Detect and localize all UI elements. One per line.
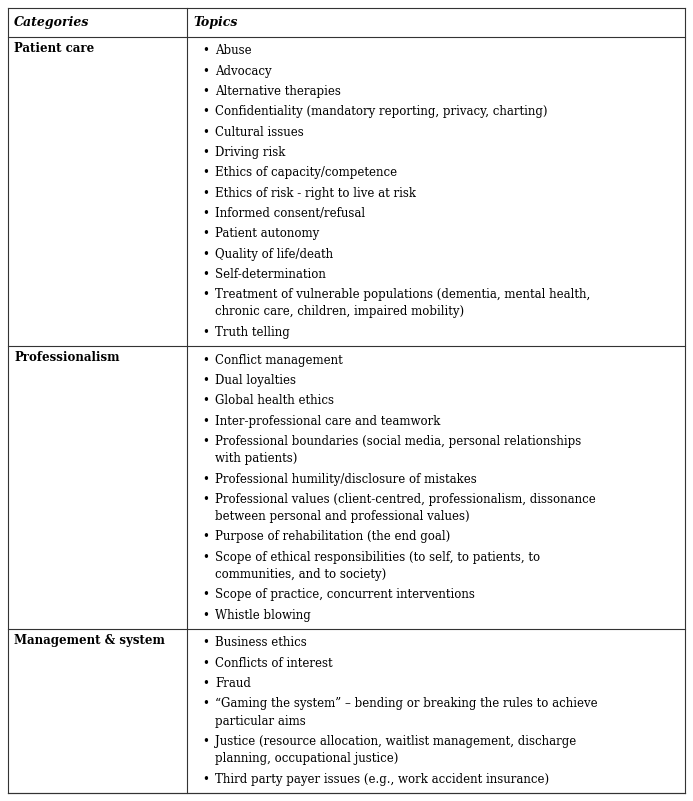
Text: Scope of practice, concurrent interventions: Scope of practice, concurrent interventi… bbox=[216, 588, 475, 602]
Text: •: • bbox=[202, 435, 209, 448]
Text: Scope of ethical responsibilities (to self, to patients, to: Scope of ethical responsibilities (to se… bbox=[216, 551, 541, 564]
Text: •: • bbox=[202, 85, 209, 98]
Text: Business ethics: Business ethics bbox=[216, 637, 307, 650]
Text: •: • bbox=[202, 735, 209, 748]
Text: •: • bbox=[202, 493, 209, 506]
Text: •: • bbox=[202, 473, 209, 485]
Text: Global health ethics: Global health ethics bbox=[216, 394, 335, 407]
Text: between personal and professional values): between personal and professional values… bbox=[216, 510, 470, 523]
Text: Truth telling: Truth telling bbox=[216, 326, 290, 339]
Text: •: • bbox=[202, 374, 209, 387]
Text: Justice (resource allocation, waitlist management, discharge: Justice (resource allocation, waitlist m… bbox=[216, 735, 577, 748]
Text: Advocacy: Advocacy bbox=[216, 65, 272, 78]
Text: Patient autonomy: Patient autonomy bbox=[216, 227, 319, 240]
Text: Patient care: Patient care bbox=[14, 42, 94, 55]
Text: •: • bbox=[202, 126, 209, 139]
Text: Treatment of vulnerable populations (dementia, mental health,: Treatment of vulnerable populations (dem… bbox=[216, 288, 590, 301]
Text: Fraud: Fraud bbox=[216, 677, 252, 690]
Text: particular aims: particular aims bbox=[216, 714, 306, 727]
Text: Professional values (client-centred, professionalism, dissonance: Professional values (client-centred, pro… bbox=[216, 493, 596, 506]
Text: •: • bbox=[202, 698, 209, 710]
Text: •: • bbox=[202, 167, 209, 179]
Text: Cultural issues: Cultural issues bbox=[216, 126, 304, 139]
Text: •: • bbox=[202, 326, 209, 339]
Text: •: • bbox=[202, 248, 209, 260]
Text: Conflict management: Conflict management bbox=[216, 353, 343, 367]
Text: Professional boundaries (social media, personal relationships: Professional boundaries (social media, p… bbox=[216, 435, 581, 448]
Text: chronic care, children, impaired mobility): chronic care, children, impaired mobilit… bbox=[216, 305, 464, 319]
Text: Informed consent/refusal: Informed consent/refusal bbox=[216, 207, 365, 220]
Text: Purpose of rehabilitation (the end goal): Purpose of rehabilitation (the end goal) bbox=[216, 530, 450, 543]
Text: •: • bbox=[202, 609, 209, 622]
Text: •: • bbox=[202, 227, 209, 240]
Text: Confidentiality (mandatory reporting, privacy, charting): Confidentiality (mandatory reporting, pr… bbox=[216, 105, 548, 119]
Text: Self-determination: Self-determination bbox=[216, 268, 326, 281]
Text: Inter-professional care and teamwork: Inter-professional care and teamwork bbox=[216, 415, 441, 428]
Text: Quality of life/death: Quality of life/death bbox=[216, 248, 333, 260]
Text: Ethics of risk - right to live at risk: Ethics of risk - right to live at risk bbox=[216, 187, 416, 199]
Text: •: • bbox=[202, 415, 209, 428]
Text: •: • bbox=[202, 530, 209, 543]
Text: •: • bbox=[202, 105, 209, 119]
Text: Whistle blowing: Whistle blowing bbox=[216, 609, 311, 622]
Text: Dual loyalties: Dual loyalties bbox=[216, 374, 297, 387]
Text: Professionalism: Professionalism bbox=[14, 352, 119, 364]
Text: •: • bbox=[202, 65, 209, 78]
Text: •: • bbox=[202, 394, 209, 407]
Text: •: • bbox=[202, 551, 209, 564]
Text: “Gaming the system” – bending or breaking the rules to achieve: “Gaming the system” – bending or breakin… bbox=[216, 698, 598, 710]
Text: with patients): with patients) bbox=[216, 453, 298, 465]
Text: •: • bbox=[202, 268, 209, 281]
Text: •: • bbox=[202, 288, 209, 301]
Text: Abuse: Abuse bbox=[216, 44, 252, 57]
Text: Topics: Topics bbox=[193, 16, 238, 29]
Text: •: • bbox=[202, 773, 209, 786]
Text: Professional humility/disclosure of mistakes: Professional humility/disclosure of mist… bbox=[216, 473, 477, 485]
Text: •: • bbox=[202, 657, 209, 670]
Text: communities, and to society): communities, and to society) bbox=[216, 568, 387, 581]
Text: Driving risk: Driving risk bbox=[216, 146, 286, 159]
Text: •: • bbox=[202, 637, 209, 650]
Text: Conflicts of interest: Conflicts of interest bbox=[216, 657, 333, 670]
Text: •: • bbox=[202, 207, 209, 220]
Text: •: • bbox=[202, 677, 209, 690]
Text: •: • bbox=[202, 146, 209, 159]
Text: Third party payer issues (e.g., work accident insurance): Third party payer issues (e.g., work acc… bbox=[216, 773, 550, 786]
Text: •: • bbox=[202, 588, 209, 602]
Text: •: • bbox=[202, 353, 209, 367]
Text: •: • bbox=[202, 44, 209, 57]
Text: Ethics of capacity/competence: Ethics of capacity/competence bbox=[216, 167, 398, 179]
Text: planning, occupational justice): planning, occupational justice) bbox=[216, 752, 398, 765]
Text: •: • bbox=[202, 187, 209, 199]
Text: Categories: Categories bbox=[14, 16, 89, 29]
Text: Management & system: Management & system bbox=[14, 634, 165, 647]
Text: Alternative therapies: Alternative therapies bbox=[216, 85, 341, 98]
